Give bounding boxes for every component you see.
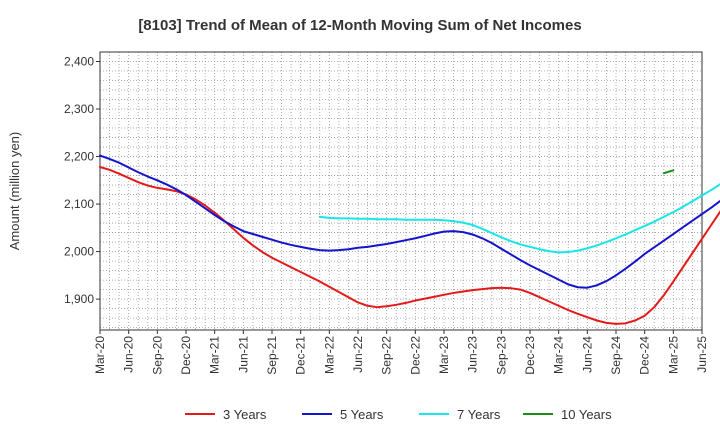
legend-label: 7 Years [457, 407, 501, 422]
x-tick-label: Sep-23 [494, 336, 508, 375]
y-tick-label: 2,100 [64, 197, 94, 211]
x-tick-label: Sep-22 [380, 336, 394, 375]
x-tick-label: Mar-24 [552, 336, 566, 374]
x-tick-label: Dec-22 [408, 336, 422, 375]
legend: 3 Years 5 Years 7 Years 10 Years [185, 407, 612, 422]
x-tick-label: Mar-21 [208, 336, 222, 374]
y-tick-label: 2,000 [64, 245, 94, 259]
series-layer [99, 154, 720, 325]
x-tick-label: Mar-22 [322, 336, 336, 374]
series-line-7-years [318, 183, 720, 254]
y-tick-label: 2,200 [64, 150, 94, 164]
y-tick-label: 1,900 [64, 292, 94, 306]
x-tick-label: Mar-23 [437, 336, 451, 374]
x-tick-label: Sep-20 [150, 336, 164, 375]
x-tick-label: Jun-23 [466, 336, 480, 373]
series-line-10-years [662, 169, 675, 175]
x-tick-label: Dec-24 [638, 336, 652, 375]
x-tick-label: Jun-25 [695, 336, 709, 373]
x-tick-label: Mar-20 [93, 336, 107, 374]
y-tick-label: 2,400 [64, 55, 94, 69]
x-tick-label: Jun-22 [351, 336, 365, 373]
chart-title: [8103] Trend of Mean of 12-Month Moving … [138, 17, 581, 34]
x-tick-label: Jun-21 [236, 336, 250, 373]
series-line-3-years [99, 166, 720, 325]
y-axis-label: Amount (million yen) [7, 132, 22, 251]
x-tick-label: Jun-20 [122, 336, 136, 373]
x-tick-label: Dec-23 [523, 336, 537, 375]
x-tick-label: Sep-24 [609, 336, 623, 375]
series-line-5-years [99, 154, 720, 289]
legend-label: 5 Years [340, 407, 384, 422]
y-tick-label: 2,300 [64, 102, 94, 116]
x-tick-label: Sep-21 [265, 336, 279, 375]
plot-frame [99, 51, 703, 331]
x-axis-ticks: Mar-20 Jun-20 Sep-20 Dec-20 Mar-21 Jun-21 Sep-… [93, 330, 709, 375]
x-tick-label: Jun-24 [580, 336, 594, 373]
legend-label: 3 Years [223, 407, 267, 422]
x-tick-label: Dec-20 [179, 336, 193, 375]
x-tick-label: Mar-25 [666, 336, 680, 374]
legend-label: 10 Years [561, 407, 612, 422]
x-tick-label: Dec-21 [294, 336, 308, 375]
y-axis-ticks: 1,900 2,000 2,100 2,200 2,300 2,400 [64, 55, 100, 306]
grid [100, 51, 702, 330]
